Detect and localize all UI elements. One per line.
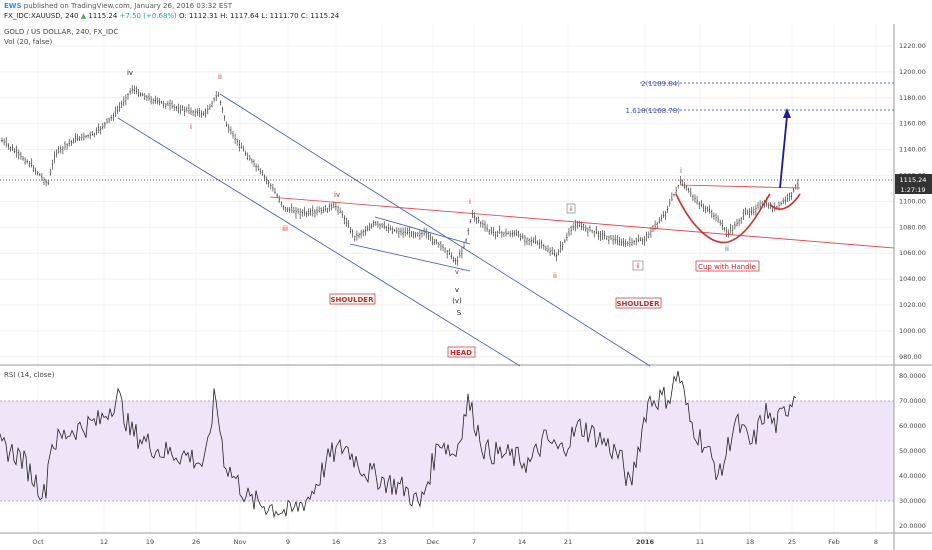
fib-1618-label: 1.618(1168.78) [626, 107, 681, 115]
time-tick-label: Feb [828, 538, 840, 546]
price-tick-label: 1040.00 [899, 275, 926, 283]
price-change: +7.50 (+0.68%) [119, 12, 177, 20]
cup-curve[interactable] [675, 193, 771, 244]
shoulder-right-box [615, 297, 662, 309]
price-tick-label: 1220.00 [899, 42, 926, 50]
wave-iii: iii [282, 225, 288, 233]
shoulder-left-box [329, 293, 376, 305]
channel-lower-line[interactable] [117, 117, 521, 367]
rsi-tick-label: 70.0000 [899, 397, 926, 405]
time-tick-label: 23 [378, 538, 386, 546]
price-tick-label: 980.00 [899, 353, 922, 361]
ohlc-line: FX_IDC:XAUUSD, 240 ▲ 1115.24 +7.50 (+0.6… [4, 12, 339, 20]
price-chart[interactable]: 2(1189.84) 1.618(1168.78) GOLD / US DOLL… [0, 24, 932, 550]
rsi-tick-label: 80.0000 [899, 372, 926, 380]
rsi-line [0, 370, 797, 519]
time-tick-label: 18 [746, 538, 754, 546]
rsi-tick-label: 60.0000 [899, 422, 926, 430]
time-tick-label: 25 [788, 538, 796, 546]
wave-ii-top: ii [218, 73, 222, 81]
cup-tag: Cup with Handle [698, 263, 756, 271]
time-tick-label: 2016 [636, 538, 655, 546]
wave-ii-jan: ii [636, 263, 640, 270]
small-box [566, 203, 576, 214]
jan-box [632, 260, 644, 271]
time-tick-label: Nov [234, 538, 247, 546]
rsi-tick-label: 20.0000 [899, 522, 926, 530]
time-tick-label: 16 [332, 538, 340, 546]
wave-iv-mid: iv [334, 191, 340, 199]
price-tick-label: 1020.00 [899, 301, 926, 309]
publish-info: published on TradingView.com, January 26… [23, 2, 232, 10]
head-tag: HEAD [450, 349, 472, 357]
wave-s: S [457, 309, 462, 317]
time-tick-label: 19 [146, 538, 154, 546]
price-tick-label: 1140.00 [899, 146, 926, 154]
wave-box-label: ii [569, 206, 573, 213]
wave-ii-handle: ii [725, 245, 729, 253]
time-tick-label: 12 [100, 538, 108, 546]
last-price-tag-text: 1115.24 [900, 176, 927, 184]
time-tick-label: 9 [286, 538, 290, 546]
price-tick-label: 1060.00 [899, 249, 926, 257]
wedge-upper-line[interactable] [374, 216, 471, 245]
price-tick-label: 1200.00 [899, 68, 926, 76]
wave-v: v [455, 286, 459, 294]
time-axis[interactable]: Oct 12 19 26 Nov 9 16 23 Dec 7 14 21 2016 11 18 25 Feb 8 [32, 538, 878, 546]
neckline[interactable] [269, 196, 895, 249]
vol-legend[interactable]: Vol (20, false) [4, 38, 52, 46]
publish-line: EWS published on TradingView.com, Januar… [4, 2, 232, 10]
target-arrow[interactable] [779, 115, 788, 189]
author-name[interactable]: EWS [4, 2, 22, 10]
rsi-axis[interactable]: 80.0000 70.0000 60.0000 50.0000 40.0000 30.00… [899, 372, 926, 530]
header-bar: EWS published on TradingView.com, Januar… [0, 0, 932, 24]
rsi-legend[interactable]: RSI (14, close) [4, 371, 55, 379]
main-legend[interactable]: GOLD / US DOLLAR, 240, FX_IDC [4, 28, 118, 36]
wave-ii-dec: ii [553, 272, 557, 280]
shoulder-left-tag: SHOULDER [331, 296, 375, 304]
candlestick-series [1, 84, 799, 266]
cup-box [695, 260, 760, 272]
ohlc-values: O: 1112.31 H: 1117.64 L: 1111.70 C: 1115… [179, 12, 340, 20]
channel-upper-line[interactable] [219, 93, 651, 367]
rsi-tick-label: 40.0000 [899, 472, 926, 480]
price-tick-label: 1100.00 [899, 197, 926, 205]
wedge-lower-line[interactable] [349, 243, 471, 272]
time-tick-label: 21 [564, 538, 572, 546]
time-tick-label: Oct [32, 538, 44, 546]
rsi-tick-label: 50.0000 [899, 447, 926, 455]
arrow-head-icon [783, 108, 791, 118]
wave-i-red: i [190, 123, 192, 131]
shoulder-right-tag: SHOULDER [617, 300, 661, 308]
price-tick-label: 1160.00 [899, 120, 926, 128]
last-price-tag [895, 174, 932, 184]
time-tick-label: 26 [192, 538, 200, 546]
price-tick-label: 1000.00 [899, 327, 926, 335]
last-price: 1115.24 [88, 12, 118, 20]
time-tick-label: 8 [874, 538, 878, 546]
price-tick-label: 1080.00 [899, 223, 926, 231]
fib-2-label: 2(1189.84) [641, 80, 680, 88]
symbol-label: FX_IDC:XAUUSD, 240 [4, 12, 79, 20]
rsi-tick-label: 30.0000 [899, 497, 926, 505]
handle-curve[interactable] [769, 193, 801, 210]
time-tick-label: 14 [518, 538, 526, 546]
time-tick-label: Dec [427, 538, 440, 546]
countdown-tag-text: 1:27:19 [900, 186, 925, 194]
wave-iv-top: iv [127, 69, 133, 77]
countdown-tag [895, 184, 932, 194]
time-tick-label: 7 [472, 538, 476, 546]
head-box [447, 346, 476, 358]
wave-i-jan: i [680, 167, 682, 175]
wave-i-dec: i [469, 198, 471, 206]
time-tick-label: 11 [696, 538, 704, 546]
price-tick-label: 1180.00 [899, 94, 926, 102]
up-marker-icon: ▲ [80, 12, 87, 20]
wave-v-red: v [455, 268, 459, 276]
wave-v-paren: (v) [452, 297, 462, 305]
